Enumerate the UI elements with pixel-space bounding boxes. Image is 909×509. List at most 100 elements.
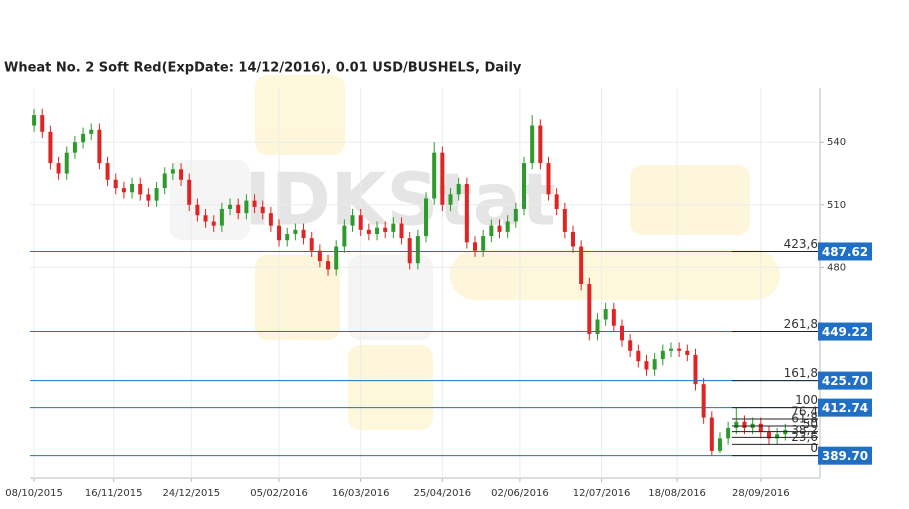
x-tick-label: 16/03/2016: [332, 488, 390, 499]
candle-body: [628, 340, 633, 351]
price-box: [818, 398, 872, 417]
candle-body: [268, 213, 273, 226]
price-box: [818, 242, 872, 261]
candle-body: [530, 125, 535, 164]
x-tick-label: 18/08/2016: [648, 488, 706, 499]
candle-body: [64, 152, 69, 174]
candle-body: [326, 261, 331, 270]
candle-body: [203, 215, 208, 222]
candle-body: [211, 221, 216, 226]
chart-title: Wheat No. 2 Soft Red(ExpDate: 14/12/2016…: [4, 61, 522, 76]
x-tick-label: 28/09/2016: [732, 488, 790, 499]
candle-body: [277, 225, 282, 241]
candle-body: [358, 215, 363, 230]
fib-label: 50: [803, 417, 818, 431]
x-tick-label: 25/04/2016: [414, 488, 472, 499]
candle-body: [301, 229, 306, 239]
fib-label: 161,8: [784, 366, 818, 380]
x-tick-label: 08/10/2015: [5, 488, 63, 499]
candle-body: [146, 194, 151, 201]
fib-label: 0: [810, 441, 818, 455]
candle-body: [693, 354, 698, 385]
candle-body: [40, 115, 45, 132]
candle-body: [636, 350, 641, 362]
candle-body: [260, 206, 265, 214]
candle-body: [97, 129, 102, 164]
candle-body: [513, 208, 518, 222]
candle-body: [595, 319, 600, 335]
candle-body: [293, 229, 298, 234]
candle-body: [48, 131, 53, 164]
candle-body: [464, 183, 469, 243]
fib-label: 100: [795, 393, 818, 407]
candle-body: [734, 421, 739, 428]
candle-body: [742, 421, 747, 428]
x-tick-label: 02/06/2016: [491, 488, 549, 499]
candle-body: [685, 350, 690, 355]
candle-body: [570, 231, 575, 247]
candle-body: [334, 246, 339, 270]
candle-body: [72, 142, 77, 153]
fib-label: 76,4: [791, 404, 818, 418]
candle-body: [195, 204, 200, 216]
x-tick-label: 16/11/2015: [85, 488, 143, 499]
candle-body: [611, 309, 616, 326]
candle-body: [505, 221, 510, 232]
candle-body: [309, 238, 314, 251]
candle-body: [154, 188, 159, 201]
fib-label: 61,8: [791, 411, 818, 425]
candle-body: [481, 236, 486, 251]
y-tick-label: 540: [827, 137, 846, 148]
candle-body: [726, 427, 731, 439]
x-tick-label: 12/07/2016: [573, 488, 631, 499]
candle-body: [113, 179, 118, 189]
candle-body: [440, 152, 445, 205]
fib-label: 261,8: [784, 317, 818, 331]
candle-body: [709, 417, 714, 451]
price-box: [818, 446, 872, 465]
candle-body: [121, 188, 126, 193]
price-label: 487.62: [822, 245, 868, 259]
y-tick-label: 480: [827, 262, 846, 273]
price-box: [818, 322, 872, 341]
candle-body: [187, 179, 192, 205]
candle-body: [473, 242, 478, 251]
candle-body: [766, 432, 771, 439]
candle-body: [399, 223, 404, 239]
candle-body: [677, 348, 682, 351]
price-label: 449.22: [822, 325, 868, 339]
x-tick-label: 24/12/2015: [162, 488, 220, 499]
price-box: [818, 371, 872, 390]
y-tick-label: 510: [827, 200, 846, 211]
candle-body: [562, 208, 567, 232]
candle-body: [775, 434, 780, 439]
candle-body: [56, 163, 61, 174]
price-label: 389.70: [822, 449, 868, 463]
candle-body: [424, 198, 429, 237]
candle-body: [138, 183, 143, 195]
candle-body: [252, 200, 257, 207]
candle-body: [285, 233, 290, 241]
candle-body: [603, 309, 608, 320]
candle-body: [701, 384, 706, 418]
candle-body: [554, 194, 559, 209]
x-tick-label: 05/02/2016: [250, 488, 308, 499]
candle-body: [375, 227, 380, 234]
candle-body: [579, 246, 584, 285]
candle-body: [448, 194, 453, 205]
candle-body: [162, 173, 167, 189]
candle-body: [179, 169, 184, 180]
candle-body: [366, 229, 371, 234]
candle-body: [383, 227, 388, 232]
candle-body: [170, 169, 175, 174]
candle-body: [350, 215, 355, 226]
candle-body: [456, 183, 461, 195]
candle-body: [619, 325, 624, 341]
price-label: 425.70: [822, 374, 868, 388]
candle-body: [415, 236, 420, 264]
candle-body: [668, 348, 673, 351]
candle-body: [219, 208, 224, 226]
candle-body: [407, 238, 412, 264]
